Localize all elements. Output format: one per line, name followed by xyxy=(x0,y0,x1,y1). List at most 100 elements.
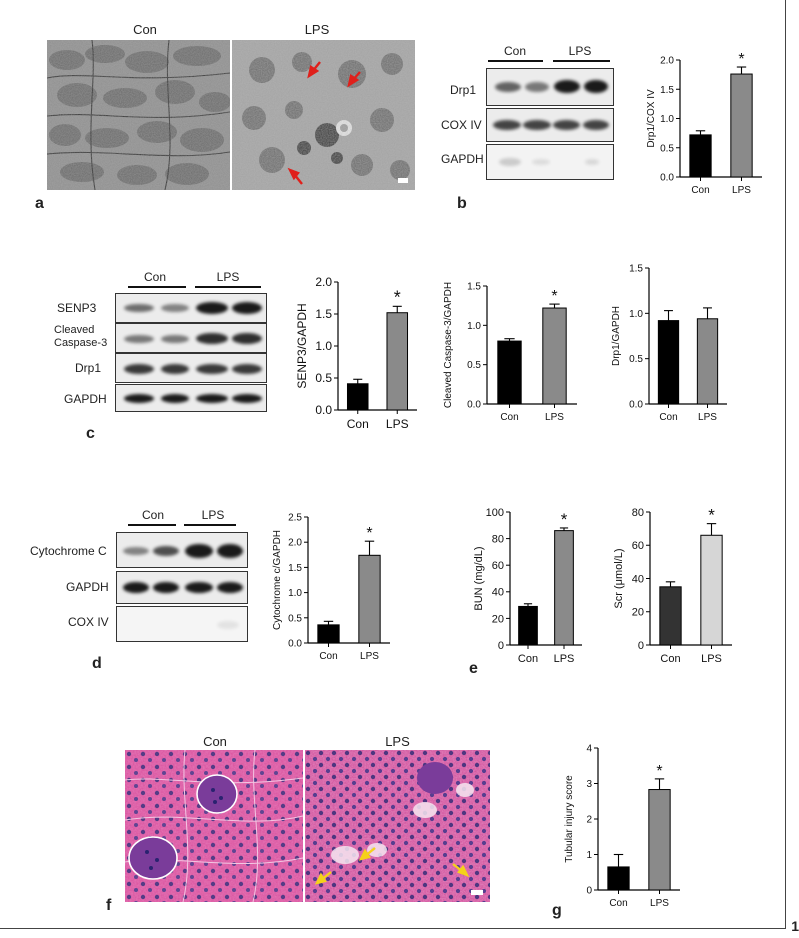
blot-b-row-gapdh xyxy=(486,144,614,180)
panel-letter-e: e xyxy=(469,660,478,677)
x-tick-label: Con xyxy=(660,653,680,665)
y-axis-label: SENP3/GAPDH xyxy=(295,303,309,388)
blot-c-row-gapdh xyxy=(115,384,267,412)
blot-b-line-lps xyxy=(553,60,610,62)
y-axis-label: BUN (mg/dL) xyxy=(473,546,485,610)
y-tick-label: 40 xyxy=(632,573,644,585)
chart-g: 0 1 2 3 4 Tubular injury score Con LPS * xyxy=(564,744,680,909)
chart-e-scr: 0 20 40 60 80 Scr (μmol/L) Con LPS * xyxy=(613,506,732,665)
y-tick-label: 1.5 xyxy=(629,264,643,275)
x-tick-label: LPS xyxy=(698,412,717,423)
y-tick-label: 0.5 xyxy=(629,354,643,365)
chart-e-bun: 0 20 40 60 80 100 BUN (mg/dL) Con LPS * xyxy=(473,507,582,665)
blot-d-row-cytc xyxy=(116,532,248,568)
significance-star: * xyxy=(551,288,557,305)
bar-lps xyxy=(542,307,567,405)
y-tick-label: 3 xyxy=(586,779,592,790)
panel-a-con-label: Con xyxy=(133,22,157,37)
blot-b-label-cox4: COX IV xyxy=(441,118,482,132)
bar-con xyxy=(607,866,630,891)
blot-b-line-con xyxy=(488,60,543,62)
panel-f-lps-label: LPS xyxy=(385,734,410,749)
bar-con xyxy=(659,586,682,646)
blot-b-group-con: Con xyxy=(503,44,526,58)
y-tick-label: 0.5 xyxy=(315,371,332,385)
y-tick-label: 0 xyxy=(638,640,644,652)
tem-image-lps xyxy=(232,40,415,190)
tem-image-con xyxy=(47,40,230,190)
y-tick-label: 0.0 xyxy=(629,400,643,411)
x-tick-label: Con xyxy=(609,898,627,909)
y-tick-label: 80 xyxy=(632,507,644,519)
y-tick-label: 2.0 xyxy=(315,275,332,289)
panel-f-con-label: Con xyxy=(203,734,227,749)
chart-c-senp3: 0.0 0.5 1.0 1.5 2.0 SENP3/GAPDH Con LPS * xyxy=(295,275,417,431)
bar-lps xyxy=(700,534,723,646)
significance-star: * xyxy=(708,506,715,525)
y-tick-label: 0.0 xyxy=(467,400,481,411)
glomerulus xyxy=(128,774,238,880)
figure-frame xyxy=(0,0,786,929)
y-tick-label: 20 xyxy=(492,613,504,625)
y-tick-label: 1.0 xyxy=(629,309,643,320)
y-tick-label: 1.0 xyxy=(467,321,481,332)
panel-letter-a: a xyxy=(35,195,44,212)
y-tick-label: 0.0 xyxy=(660,173,674,184)
he-image-con xyxy=(125,750,303,902)
y-axis-label: Drp1/GAPDH xyxy=(611,306,622,366)
y-tick-label: 4 xyxy=(586,744,592,755)
y-tick-label: 0.0 xyxy=(315,403,332,417)
blot-d-label-cox4: COX IV xyxy=(68,615,109,629)
x-tick-label: LPS xyxy=(386,417,409,431)
x-tick-label: Con xyxy=(691,185,709,196)
scale-bar xyxy=(471,890,483,895)
y-tick-label: 1.5 xyxy=(467,282,481,293)
bar-lps xyxy=(554,530,574,646)
y-tick-label: 0.5 xyxy=(660,143,674,154)
x-tick-label: LPS xyxy=(732,185,751,196)
y-tick-label: 1 xyxy=(586,850,592,861)
y-tick-label: 1.0 xyxy=(660,114,674,125)
y-axis-label: Tubular injury score xyxy=(564,775,575,863)
y-tick-label: 40 xyxy=(492,587,504,599)
y-tick-label: 60 xyxy=(492,560,504,572)
blot-c-row-caspase xyxy=(115,323,267,353)
y-tick-label: 0.0 xyxy=(288,639,302,650)
y-tick-label: 0.5 xyxy=(467,360,481,371)
significance-star: * xyxy=(738,51,744,68)
blot-c-row-drp1 xyxy=(115,353,267,383)
y-axis-label: Scr (μmol/L) xyxy=(613,548,625,608)
panel-letter-f: f xyxy=(106,897,112,914)
blot-d-line-lps xyxy=(184,524,236,526)
panel-letter-g: g xyxy=(552,902,562,919)
chart-b: 0.0 0.5 1.0 1.5 2.0 Drp1/COX IV Con LPS * xyxy=(646,51,762,196)
x-tick-label: Con xyxy=(500,412,518,423)
y-tick-label: 2 xyxy=(586,815,592,826)
he-image-lps xyxy=(305,750,490,902)
x-tick-label: LPS xyxy=(554,653,575,665)
y-axis-label: Cleaved Caspase-3/GAPDH xyxy=(443,282,454,408)
blot-d-line-con xyxy=(128,524,176,526)
blot-c-line-lps xyxy=(195,286,261,288)
y-tick-label: 60 xyxy=(632,540,644,552)
blot-c-label-caspase: Cleaved Caspase-3 xyxy=(54,324,108,349)
panel-a-lps-label: LPS xyxy=(304,22,330,37)
bar-lps xyxy=(386,312,409,411)
y-tick-label: 1.0 xyxy=(288,588,302,599)
y-tick-label: 1.5 xyxy=(660,85,674,96)
page-number: 1 xyxy=(791,918,799,934)
bar-lps xyxy=(648,789,671,891)
blot-b-group-lps: LPS xyxy=(568,44,592,58)
y-tick-label: 1.5 xyxy=(288,563,302,574)
chart-c-caspase: 0.0 0.5 1.0 1.5 Cleaved Caspase-3/GAPDH Con LP… xyxy=(443,282,577,423)
significance-star: * xyxy=(394,287,401,307)
blot-c-line-con xyxy=(128,286,186,288)
y-tick-label: 1.0 xyxy=(315,339,332,353)
y-tick-label: 2.5 xyxy=(288,513,302,524)
bar-lps xyxy=(358,554,381,644)
chart-d: 0.0 0.5 1.0 1.5 2.0 2.5 Cytochrome c/GAPDH Con L… xyxy=(272,513,390,662)
blot-c-label-drp1: Drp1 xyxy=(75,361,102,375)
significance-star: * xyxy=(366,525,372,542)
bar-con xyxy=(317,624,340,644)
y-tick-label: 100 xyxy=(486,507,504,519)
